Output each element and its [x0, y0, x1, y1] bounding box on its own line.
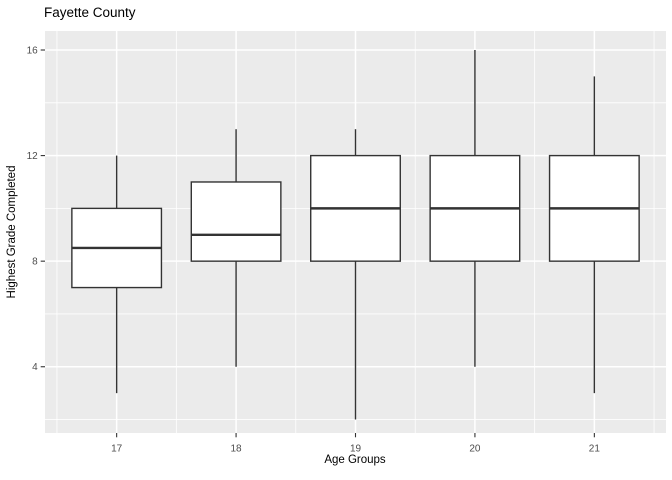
y-tick-label: 16	[27, 46, 39, 57]
plot-title: Fayette County	[44, 5, 136, 20]
y-tick-label: 8	[32, 257, 38, 268]
x-tick-label: 21	[589, 444, 601, 455]
boxplot-18	[190, 129, 282, 367]
x-tick-label: 17	[111, 444, 123, 455]
boxplot-20	[429, 50, 521, 367]
x-tick-label: 18	[231, 444, 243, 455]
boxplot-21	[548, 76, 640, 394]
x-tick-label: 19	[350, 444, 362, 455]
boxplot-17	[71, 155, 163, 394]
y-tick-label: 4	[32, 362, 38, 373]
x-axis-title: Age Groups	[324, 454, 386, 466]
y-tick-label: 12	[27, 151, 39, 162]
iqr-box	[190, 181, 282, 262]
boxplot-19	[310, 129, 401, 420]
x-tick-label: 20	[469, 444, 481, 455]
